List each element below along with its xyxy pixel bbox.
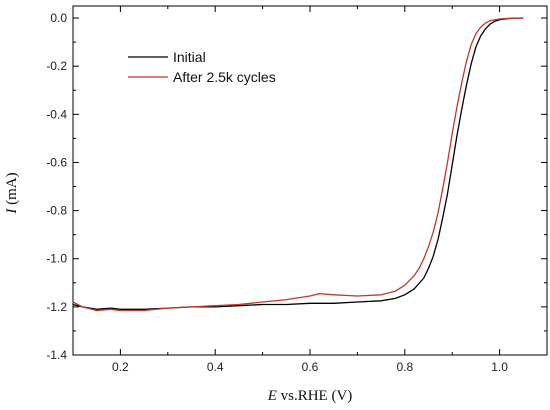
- legend: Initial After 2.5k cycles: [128, 49, 276, 85]
- legend-label: Initial: [173, 49, 206, 65]
- y-axis-symbol: I: [4, 208, 20, 215]
- y-axis-unit: (mA): [4, 172, 20, 208]
- x-tick-label: 0.2: [112, 360, 129, 374]
- y-axis-title: I (mA): [4, 172, 20, 214]
- y-tick-label: -1.2: [46, 300, 67, 314]
- series-line-after-cycles: [72, 17, 524, 312]
- x-tick-label: 0.4: [207, 360, 224, 374]
- y-tick-label: -0.8: [46, 204, 67, 218]
- x-axis-unit: vs.RHE (V): [277, 388, 352, 404]
- y-tick-label: -0.6: [46, 155, 67, 169]
- y-tick-label: -0.4: [46, 107, 67, 121]
- y-tick-label: -1.4: [46, 348, 67, 362]
- y-tick-label: 0.0: [50, 11, 67, 25]
- x-axis-title: E vs.RHE (V): [267, 388, 353, 404]
- x-axis-symbol: E: [267, 388, 277, 404]
- y-tick-label: -0.2: [46, 59, 67, 73]
- x-tick-label: 1.0: [491, 360, 508, 374]
- x-tick-label: 0.8: [396, 360, 413, 374]
- x-tick-label: 0.6: [302, 360, 319, 374]
- y-tick-label: -1.0: [46, 252, 67, 266]
- series-group: [72, 17, 524, 312]
- axes: 0.2 0.4 0.6 0.8 1.0 0.0 -0.2 -0.4 -0.6 -0.8 -1.0 -1…: [46, 5, 548, 374]
- legend-label: After 2.5k cycles: [173, 69, 276, 85]
